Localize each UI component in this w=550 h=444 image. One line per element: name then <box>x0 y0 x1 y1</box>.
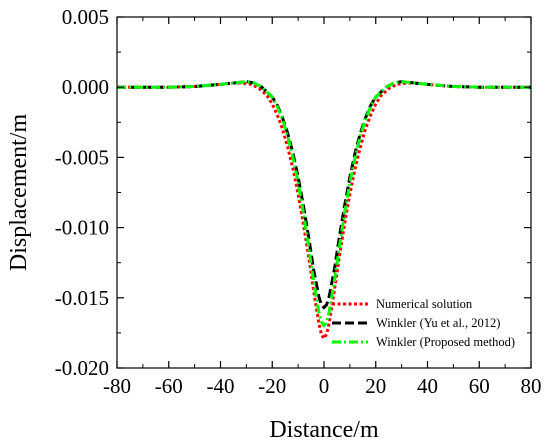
series-line-0 <box>117 81 531 341</box>
legend-label-1: Winkler (Yu et al., 2012) <box>376 316 500 330</box>
x-tick-label: 20 <box>365 374 386 398</box>
x-tick-label: -40 <box>207 374 235 398</box>
x-tick-label: 60 <box>469 374 490 398</box>
x-tick-label: -20 <box>258 374 286 398</box>
series-lines <box>117 80 531 341</box>
y-tick-label: 0.000 <box>62 75 109 99</box>
y-axis: -0.020 -0.015 -0.010 -0.005 0.000 0.005 <box>55 5 531 380</box>
legend-label-0: Numerical solution <box>376 297 473 311</box>
series-line-1 <box>117 80 531 310</box>
y-tick-label: 0.005 <box>62 5 109 29</box>
y-tick-label: -0.020 <box>55 356 109 380</box>
series-line-2 <box>117 80 531 328</box>
legend-label-2: Winkler (Proposed method) <box>376 335 515 349</box>
x-tick-label: 80 <box>521 374 542 398</box>
x-tick-label: 40 <box>417 374 438 398</box>
y-tick-label: -0.015 <box>55 286 109 310</box>
y-tick-label: -0.010 <box>55 216 109 240</box>
y-tick-label: -0.005 <box>55 145 109 169</box>
x-tick-label: -80 <box>103 374 131 398</box>
x-axis: -80 -60 -40 -20 0 20 40 60 80 <box>103 17 542 398</box>
x-axis-title: Distance/m <box>269 417 379 443</box>
x-tick-label: 0 <box>319 374 330 398</box>
legend: Numerical solution Winkler (Yu et al., 20… <box>332 297 515 349</box>
y-axis-title: Displacement/m <box>6 114 32 272</box>
x-tick-label: -60 <box>155 374 183 398</box>
